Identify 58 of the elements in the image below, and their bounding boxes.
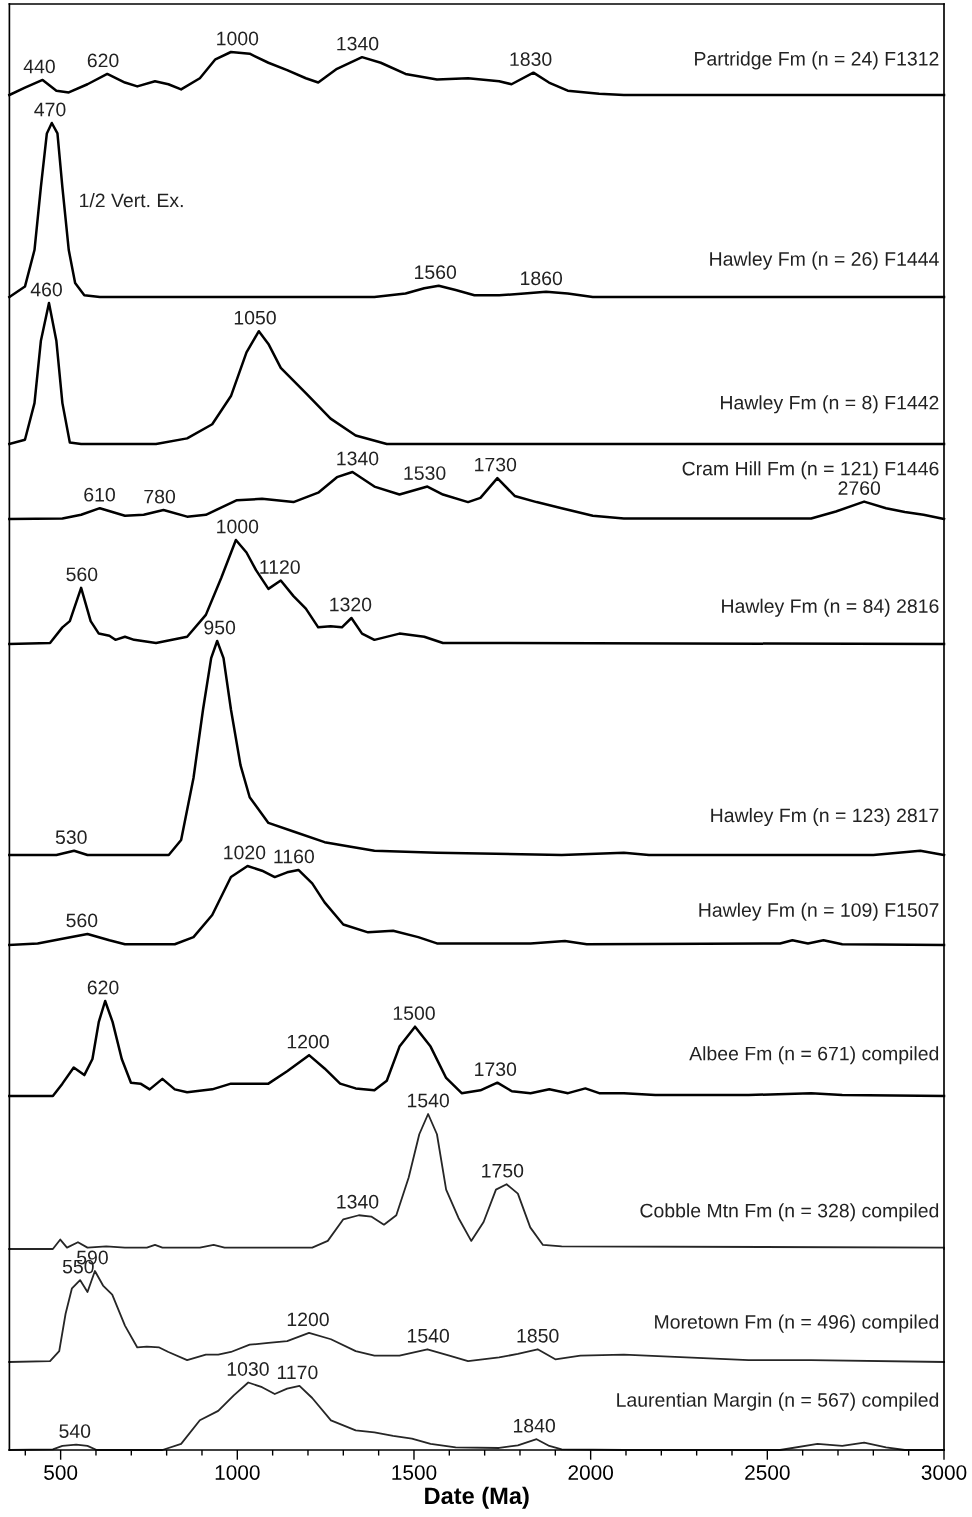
text: Hawley Fm (n = 109) F1507 <box>699 902 939 921</box>
text: Hawley Fm (n = 8) F1442 <box>721 395 939 414</box>
annotation: 1830 <box>510 52 552 67</box>
x-tick-label: 3000 <box>921 1465 967 1480</box>
annotation: 1200 <box>287 1312 329 1327</box>
annotation: 2760 <box>838 481 881 495</box>
annotation: 1340 <box>337 451 379 466</box>
annotation: 1200 <box>287 1034 329 1049</box>
annotation: 620 <box>87 53 119 68</box>
annotation: 1850 <box>517 1328 559 1343</box>
annotation: 1730 <box>475 457 517 472</box>
text: Cobble Mtn Fm (n = 328) compiled <box>640 1203 939 1222</box>
annotation: 620 <box>87 980 119 995</box>
annotation: 1340 <box>337 36 379 51</box>
x-axis-title: Date (Ma) <box>425 1486 529 1509</box>
annotation: 1000 <box>217 31 259 46</box>
x-tick-label: 500 <box>44 1465 78 1480</box>
annotation: 560 <box>66 913 98 928</box>
annotation: 1860 <box>521 271 563 286</box>
annotation: 560 <box>66 567 98 582</box>
chart-title: Partridge Fm (n = 24) F1312 <box>695 51 939 70</box>
annotation: 1730 <box>475 1062 517 1077</box>
x-tick-label: 2000 <box>568 1465 614 1480</box>
annotation: 1030 <box>227 1362 269 1376</box>
annotation: 1160 <box>274 849 314 864</box>
annotation: 1840 <box>513 1418 555 1433</box>
chart-title: Cram Hill Fm (n = 121) F1446 <box>682 461 939 480</box>
annotation: 780 <box>144 489 176 504</box>
annotation: 530 <box>55 830 87 845</box>
text: Moretown Fm (n = 496) compiled <box>655 1314 939 1333</box>
annotation: 1750 <box>482 1163 524 1178</box>
annotation: 440 <box>23 59 55 74</box>
annotation: 1170 <box>277 1365 318 1380</box>
annotation: 1340 <box>337 1194 379 1209</box>
text: Albee Fm (n = 671) compiled <box>689 1046 939 1065</box>
annotation: 470 <box>34 102 66 117</box>
chart-title: Laurentian Margin (n = 567) compiled <box>617 1392 939 1411</box>
annotation: 1120 <box>260 560 300 574</box>
annotation: 950 <box>204 620 236 635</box>
annotation: 1560 <box>415 265 457 280</box>
text: Hawley Fm (n = 26) F1444 <box>710 251 939 270</box>
annotation: 1320 <box>330 597 372 612</box>
annotation: 1540 <box>407 1093 449 1108</box>
annotation: 1500 <box>393 1006 435 1021</box>
annotation: 460 <box>30 282 62 297</box>
annotation: 610 <box>84 487 115 502</box>
annotation: 1530 <box>404 466 446 480</box>
annotation: 1020 <box>224 845 266 860</box>
x-tick-label: 1500 <box>392 1465 437 1480</box>
x-tick-label: 2500 <box>745 1465 790 1480</box>
annotation: 1540 <box>407 1328 449 1343</box>
text: Hawley Fm (n = 84) 2816 <box>722 598 939 617</box>
annotation: 1000 <box>217 519 259 534</box>
x-tick-label: 1000 <box>215 1465 260 1480</box>
annotation: 1/2 Vert. Ex. <box>80 193 183 208</box>
annotation: 540 <box>59 1424 91 1438</box>
text: Hawley Fm (n = 123) 2817 <box>711 807 939 827</box>
annotation: 1050 <box>234 310 276 325</box>
